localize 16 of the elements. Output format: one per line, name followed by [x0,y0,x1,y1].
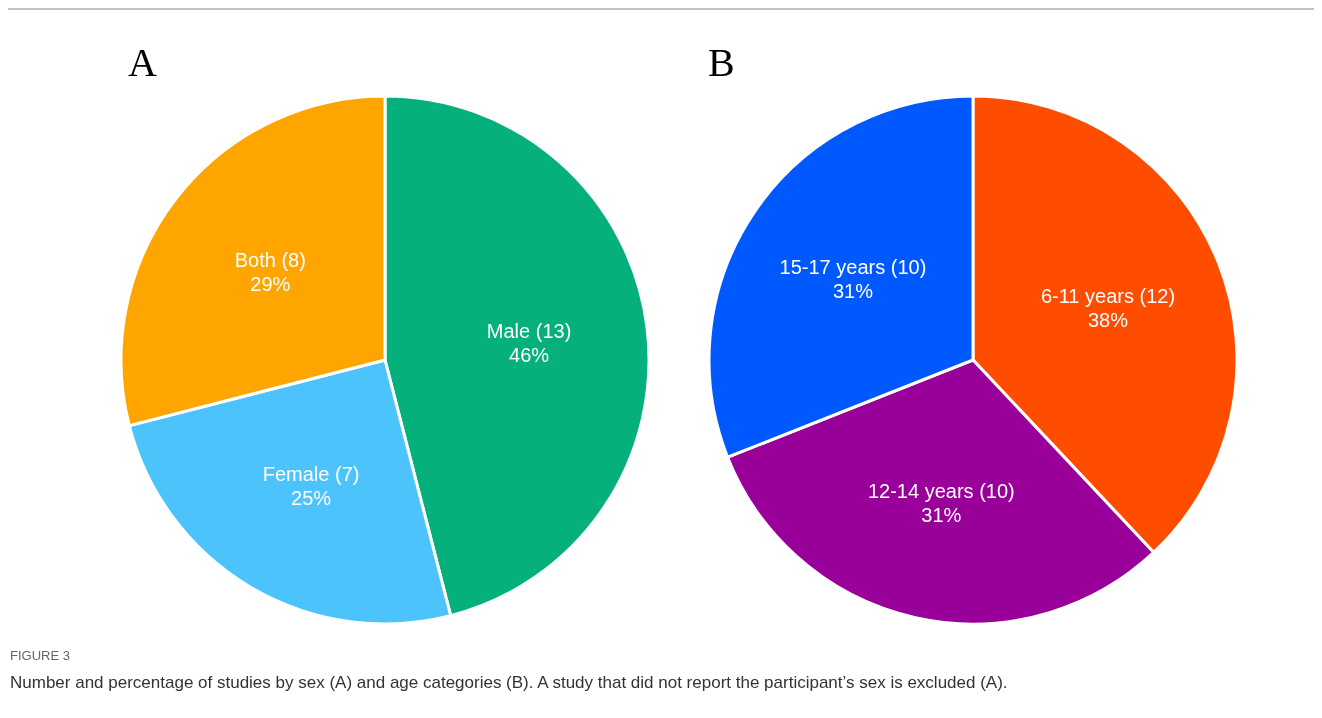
data-label: 31% [921,503,962,526]
data-label: 31% [832,280,874,303]
text: Number and percentage of studies by sex (A) and age categories (B). A study that did not report the participant’s sex is excluded (A). [10,673,1008,692]
data-label: 38% [1087,308,1129,331]
data-label: 25% [291,486,332,509]
slice-label: Female (7) [262,462,360,485]
slice-label: Both (8) [234,249,306,272]
data-label: 46% [509,343,550,366]
chart-title: B [708,40,735,85]
slice-label: 15-17 years (10) [779,256,927,279]
caption: FIGURE 3 [10,648,70,663]
data-label: 29% [250,273,291,296]
slice-label: Male (13) [486,319,572,342]
chart-title: A [128,40,157,85]
slice-label: 6-11 years (12) [1040,284,1176,307]
slice-label: 12-14 years (10) [867,479,1015,502]
